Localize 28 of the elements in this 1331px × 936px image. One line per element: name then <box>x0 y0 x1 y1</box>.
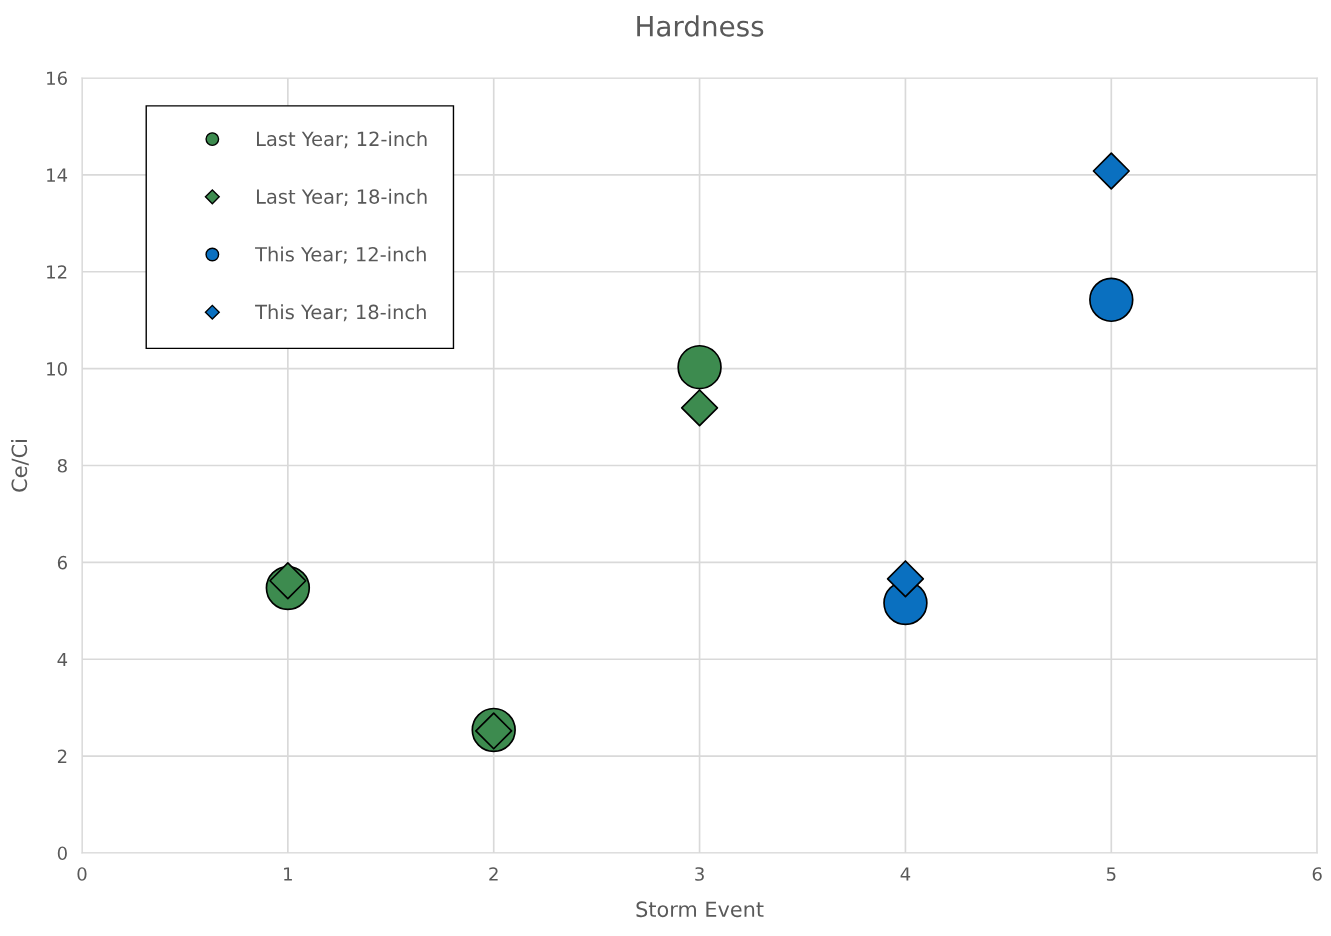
y-tick-label: 14 <box>47 168 68 182</box>
y-tick-label: 6 <box>57 555 67 570</box>
legend-label: Last Year; 12-inch <box>257 131 427 149</box>
x-tick-label: 2 <box>489 867 498 881</box>
y-tick-label: 10 <box>47 362 67 376</box>
point <box>680 389 719 427</box>
y-tick-label: 16 <box>47 71 67 86</box>
point <box>1089 277 1134 323</box>
y-axis-title: Ce/Ci <box>11 440 29 492</box>
point <box>1092 152 1130 190</box>
legend-label: This Year; 12-inch <box>255 246 426 264</box>
x-tick-label: 5 <box>1106 867 1116 881</box>
point <box>886 560 925 598</box>
y-tick-label: 0 <box>57 846 67 861</box>
y-tick-label: 12 <box>47 265 67 279</box>
chart-title: Hardness <box>637 15 764 37</box>
x-tick-label: 6 <box>1312 867 1322 881</box>
legend-label: This Year; 18-inch <box>255 304 426 322</box>
x-tick-label: 3 <box>695 867 704 881</box>
y-tick-label: 4 <box>57 652 68 667</box>
legend-label: Last Year; 18-inch <box>257 188 427 206</box>
x-tick-label: 0 <box>77 867 87 881</box>
point <box>677 344 722 390</box>
x-tick-label: 4 <box>900 867 911 881</box>
x-tick-label: 1 <box>284 867 292 881</box>
y-tick-label: 2 <box>57 749 67 763</box>
x-axis-title: Storm Event <box>636 901 764 918</box>
y-tick-label: 8 <box>57 458 67 473</box>
